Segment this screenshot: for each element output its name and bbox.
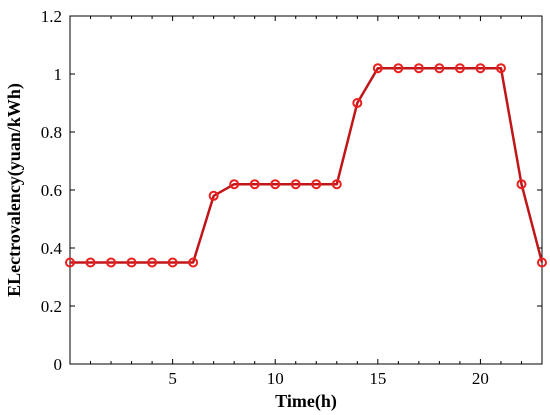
- x-tick-label: 20: [472, 369, 489, 388]
- x-tick-label: 15: [369, 369, 386, 388]
- y-tick-label: 0: [54, 355, 63, 374]
- y-tick-label: 0.8: [41, 123, 62, 142]
- data-point: [352, 98, 363, 108]
- data-point: [311, 179, 322, 190]
- data-point: [229, 179, 240, 190]
- y-axis-title: ELectrovalency(yuan/kWh): [4, 83, 25, 297]
- y-tick-label: 1: [54, 65, 63, 84]
- axis-ticks: [70, 15, 542, 365]
- data-point: [290, 179, 301, 190]
- data-point: [413, 63, 424, 74]
- data-point: [516, 179, 527, 190]
- data-point: [270, 179, 281, 190]
- plot-area: [69, 15, 543, 365]
- y-tick-label: 0.6: [41, 181, 62, 200]
- y-tick-label: 1.2: [41, 7, 62, 26]
- y-tick-label: 0.2: [41, 297, 62, 316]
- data-point: [331, 179, 342, 190]
- x-axis-title: Time(h): [275, 391, 337, 412]
- data-point: [85, 257, 96, 268]
- x-tick-labels: 5 10 15 20: [168, 369, 489, 388]
- x-tick-label: 10: [267, 369, 284, 388]
- data-point: [454, 63, 465, 74]
- data-point: [537, 257, 547, 268]
- data-point: [495, 63, 506, 74]
- data-point: [126, 257, 137, 268]
- data-point: [167, 257, 178, 268]
- y-tick-label: 0.4: [41, 239, 63, 258]
- data-point: [65, 257, 75, 268]
- data-point: [188, 257, 199, 268]
- data-point: [372, 63, 383, 74]
- data-point: [106, 257, 117, 268]
- x-tick-label: 5: [168, 369, 177, 388]
- data-point: [208, 190, 219, 201]
- data-point: [147, 257, 158, 268]
- data-point: [393, 63, 404, 74]
- data-point: [475, 63, 486, 74]
- data-point: [249, 179, 260, 190]
- data-point: [434, 63, 445, 74]
- y-tick-labels: 0 0.2 0.4 0.6 0.8 1 1.2: [41, 7, 63, 374]
- series-group: [65, 63, 547, 268]
